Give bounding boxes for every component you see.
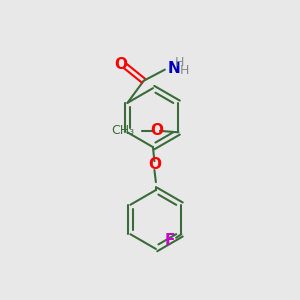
Text: O: O bbox=[114, 57, 127, 72]
Text: O: O bbox=[150, 123, 163, 138]
Text: CH₃: CH₃ bbox=[112, 124, 135, 137]
Text: O: O bbox=[148, 157, 161, 172]
Text: H: H bbox=[180, 64, 190, 77]
Text: H: H bbox=[175, 56, 184, 69]
Text: N: N bbox=[167, 61, 180, 76]
Text: F: F bbox=[165, 232, 175, 247]
